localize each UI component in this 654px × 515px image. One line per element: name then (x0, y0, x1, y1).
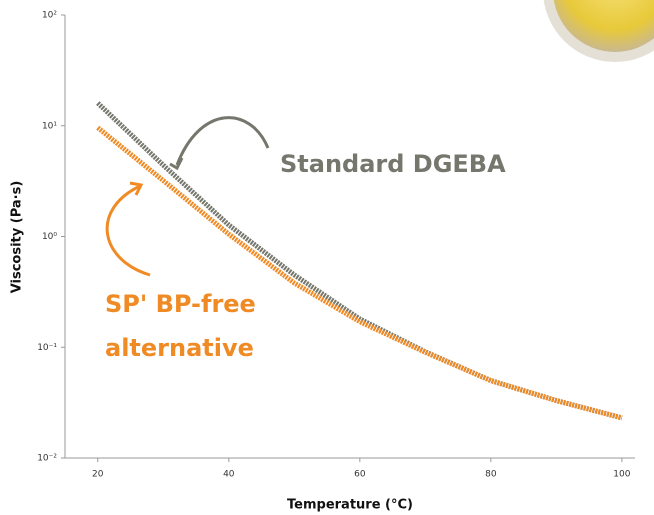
x-tick-label: 20 (92, 470, 104, 480)
y-tick-label: 10¹ (42, 121, 57, 131)
arrow-head (129, 181, 144, 196)
x-tick-label: 80 (485, 470, 497, 480)
x-tick-label: 60 (354, 470, 366, 480)
y-tick-label: 10⁰ (42, 232, 57, 242)
series-line (96, 125, 623, 421)
series-label-box: SP' BP-free alternative (105, 290, 256, 362)
y-tick-label: 10² (42, 11, 57, 21)
y-axis-label: Viscosity (Pa·s) (10, 181, 25, 294)
annotation-arrow (175, 116, 270, 166)
x-tick-label: 40 (223, 470, 235, 480)
series-label: Standard DGEBA (280, 150, 506, 178)
y-tick-label: 10⁻¹ (37, 343, 57, 353)
bowl-resin (553, 0, 654, 52)
arrow-head (169, 157, 184, 171)
x-tick-label: 100 (613, 470, 630, 480)
annotation-arrow (105, 184, 151, 277)
y-tick-label: 10⁻² (37, 454, 57, 464)
series-label: SP' BP-free alternative (105, 290, 256, 362)
x-axis-label: Temperature (°C) (287, 498, 413, 513)
